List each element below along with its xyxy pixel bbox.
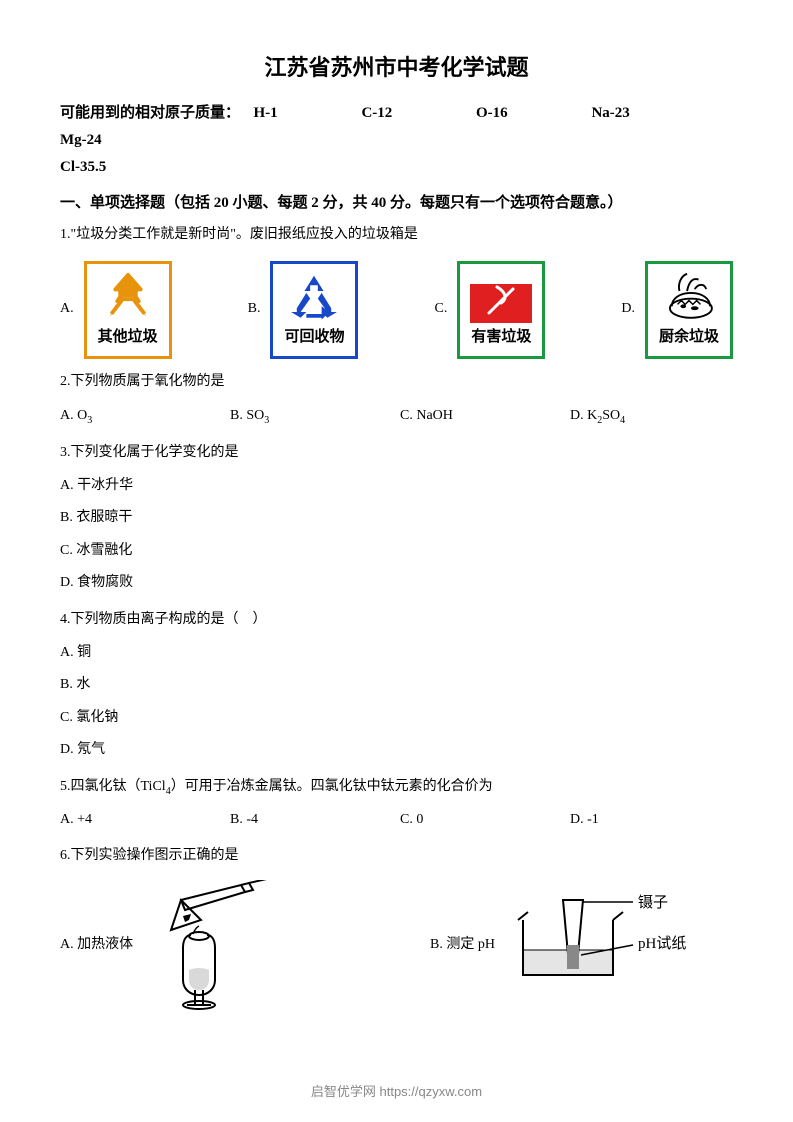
question-2: 2.下列物质属于氧化物的是 A. O3 B. SO3 C. NaOH D. K2… [60, 369, 733, 430]
q1-D-prefix: D. [621, 296, 635, 323]
q2-B-prefix: B. [230, 408, 243, 423]
q2-A-pre: O [77, 408, 87, 423]
q1-option-C[interactable]: C. 有害垃圾 [435, 261, 546, 359]
q4-option-D[interactable]: D. 氖气 [60, 737, 733, 764]
q2-D-sub2: 4 [620, 415, 625, 426]
q6-option-B[interactable]: B. 测定 pH 镊子 pH试纸 [430, 890, 703, 1000]
q2-A-sub: 3 [87, 415, 92, 426]
q3-option-A[interactable]: A. 干冰升华 [60, 473, 733, 500]
kitchen-waste-icon [659, 270, 719, 324]
hazardous-icon [483, 283, 519, 319]
q6-option-A[interactable]: A. 加热液体 [60, 880, 400, 1010]
atomic-O: O-16 [476, 100, 508, 127]
q3-option-D[interactable]: D. 食物腐败 [60, 570, 733, 597]
q5-option-D[interactable]: D. -1 [570, 807, 599, 834]
atomic-mass-info: 可能用到的相对原子质量： H-1 C-12 O-16 Na-23 Mg-24 C… [60, 100, 733, 181]
q1-option-B[interactable]: B. 可回收物 [248, 261, 359, 359]
q5-text-pre: 5.四氯化钛（TiCl [60, 779, 166, 794]
q2-option-A[interactable]: A. O3 [60, 403, 230, 430]
q4-option-A[interactable]: A. 铜 [60, 640, 733, 667]
other-trash-icon [103, 270, 153, 324]
atomic-Na: Na-23 [591, 100, 629, 127]
q6-B-ph-paper-label: pH试纸 [638, 935, 686, 952]
q3-option-C[interactable]: C. 冰雪融化 [60, 538, 733, 565]
q2-D-pre: K [587, 408, 597, 423]
q5-text: 5.四氯化钛（TiCl4）可用于冶炼金属钛。四氯化钛中钛元素的化合价为 [60, 774, 733, 801]
q5-text-post: ）可用于冶炼金属钛。四氯化钛中钛元素的化合价为 [171, 779, 493, 794]
q1-text: 1."垃圾分类工作就是新时尚"。废旧报纸应投入的垃圾箱是 [60, 222, 733, 249]
q1-B-prefix: B. [248, 296, 261, 323]
q1-B-label: 可回收物 [284, 323, 344, 352]
q6-A-prefix: A. 加热液体 [60, 932, 133, 959]
q1-A-label: 其他垃圾 [98, 323, 158, 352]
q2-option-C[interactable]: C. NaOH [400, 403, 570, 430]
q2-D-prefix: D. [570, 408, 584, 423]
q5-option-B[interactable]: B. -4 [230, 807, 400, 834]
q1-option-A[interactable]: A. 其他垃圾 [60, 261, 172, 359]
q5-option-C[interactable]: C. 0 [400, 807, 570, 834]
atomic-Cl: Cl-35.5 [60, 154, 106, 181]
question-5: 5.四氯化钛（TiCl4）可用于冶炼金属钛。四氯化钛中钛元素的化合价为 A. +… [60, 774, 733, 833]
page-title: 江苏省苏州市中考化学试题 [60, 50, 733, 82]
q2-D-mid: SO [602, 408, 620, 423]
q2-option-D[interactable]: D. K2SO4 [570, 403, 625, 430]
q1-option-D[interactable]: D. 厨余垃圾 [621, 261, 733, 359]
q4-option-C[interactable]: C. 氯化钠 [60, 705, 733, 732]
q4-option-B[interactable]: B. 水 [60, 672, 733, 699]
recycle-icon [286, 270, 342, 324]
atomic-prefix: 可能用到的相对原子质量： [60, 100, 240, 127]
q1-C-prefix: C. [435, 296, 448, 323]
q6-B-prefix: B. 测定 pH [430, 932, 495, 959]
atomic-H: H-1 [254, 100, 278, 127]
q1-A-prefix: A. [60, 296, 74, 323]
q2-B-pre: SO [246, 408, 264, 423]
q6-text: 6.下列实验操作图示正确的是 [60, 843, 733, 870]
q2-C-label: NaOH [416, 408, 453, 423]
heating-liquid-icon [141, 880, 281, 1010]
question-6: 6.下列实验操作图示正确的是 A. 加热液体 B. 测定 pH [60, 843, 733, 1010]
question-1: 1."垃圾分类工作就是新时尚"。废旧报纸应投入的垃圾箱是 A. 其他垃圾 B. [60, 222, 733, 359]
q2-option-B[interactable]: B. SO3 [230, 403, 400, 430]
q3-text: 3.下列变化属于化学变化的是 [60, 440, 733, 467]
q5-option-A[interactable]: A. +4 [60, 807, 230, 834]
q4-text: 4.下列物质由离子构成的是（ ） [60, 607, 733, 634]
atomic-Mg: Mg-24 [60, 127, 102, 154]
q2-B-sub: 3 [264, 415, 269, 426]
q2-C-prefix: C. [400, 408, 413, 423]
section-1-title: 一、单项选择题（包括 20 小题、每题 2 分，共 40 分。每题只有一个选项符… [60, 191, 733, 212]
page-footer: 启智优学网 https://qzyxw.com [0, 1081, 793, 1100]
ph-test-icon: 镊子 pH试纸 [503, 890, 703, 1000]
q1-C-label: 有害垃圾 [471, 323, 531, 352]
q2-text: 2.下列物质属于氧化物的是 [60, 369, 733, 396]
q6-B-tweezers-label: 镊子 [638, 894, 668, 911]
question-3: 3.下列变化属于化学变化的是 A. 干冰升华 B. 衣服晾干 C. 冰雪融化 D… [60, 440, 733, 597]
q2-A-prefix: A. [60, 408, 74, 423]
q1-D-label: 厨余垃圾 [659, 323, 719, 352]
q3-option-B[interactable]: B. 衣服晾干 [60, 505, 733, 532]
question-4: 4.下列物质由离子构成的是（ ） A. 铜 B. 水 C. 氯化钠 D. 氖气 [60, 607, 733, 764]
atomic-C: C-12 [361, 100, 392, 127]
